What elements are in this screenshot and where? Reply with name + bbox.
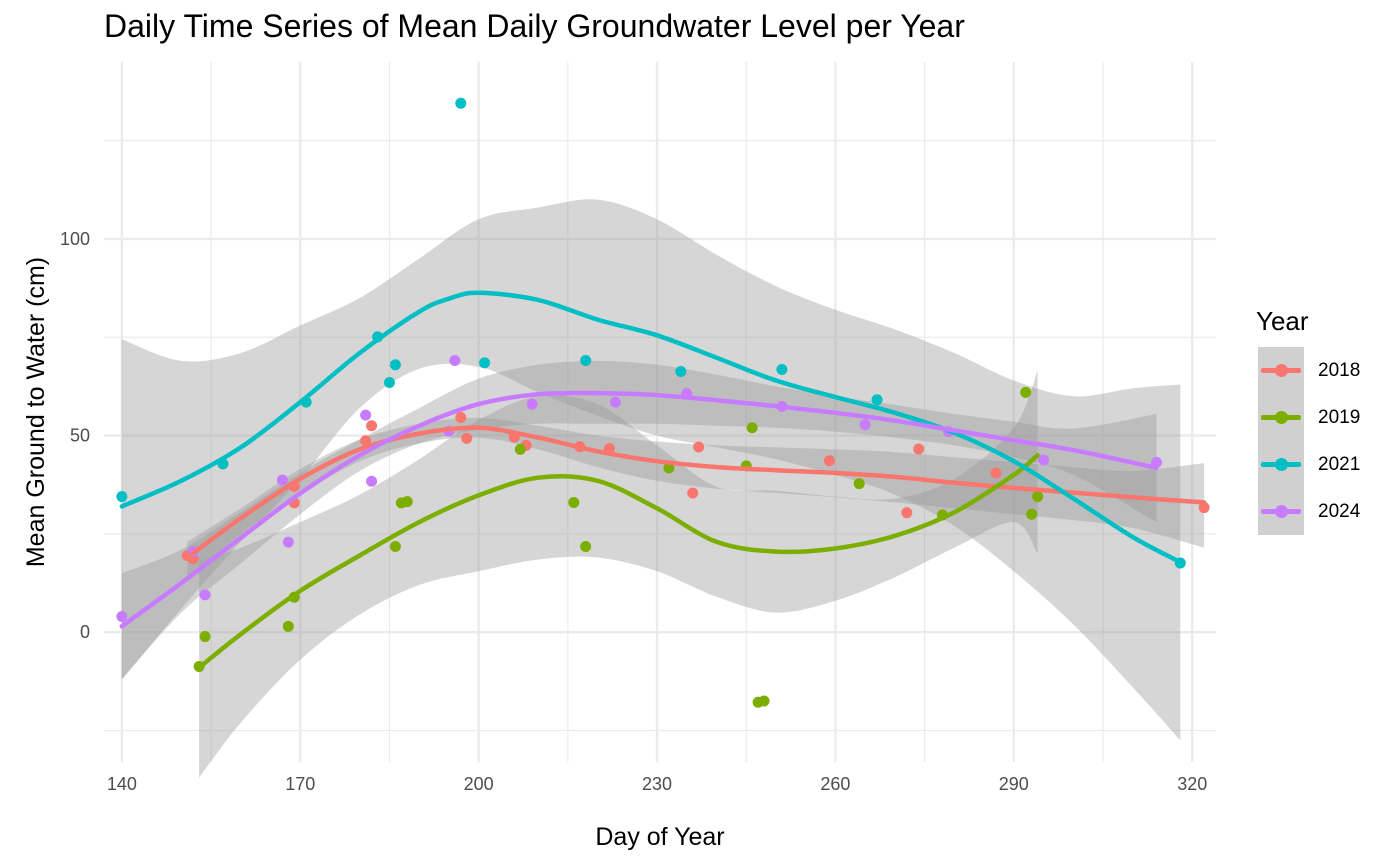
data-point-2021 (871, 394, 883, 406)
x-tick-label: 230 (642, 774, 672, 794)
x-tick-label: 200 (464, 774, 494, 794)
smooth-line-2024 (119, 390, 1159, 629)
x-tick-label: 290 (999, 774, 1029, 794)
chart-title: Daily Time Series of Mean Daily Groundwa… (104, 8, 965, 44)
data-point-2021 (776, 364, 788, 376)
legend-key (1258, 394, 1304, 441)
data-point-2024 (609, 396, 621, 408)
data-point-2019 (580, 540, 592, 552)
data-point-2021 (675, 365, 687, 377)
data-point-2018 (901, 507, 913, 519)
data-point-2024 (859, 419, 871, 431)
data-point-2019 (1026, 508, 1038, 520)
data-point-2024 (116, 610, 128, 622)
legend-title: Year (1256, 306, 1309, 336)
data-point-2019 (514, 443, 526, 455)
data-point-2019 (1020, 386, 1032, 398)
data-point-2018 (1198, 502, 1210, 514)
data-point-2019 (282, 620, 294, 632)
smooth-line-2019 (196, 453, 1040, 670)
data-point-2024 (360, 409, 372, 421)
tick-labels: 140 170 200 230 260 290 320 0 50 100 (60, 229, 1207, 794)
y-tick-label: 50 (70, 426, 90, 446)
legend-key (1258, 347, 1304, 394)
legend-label: 2021 (1318, 453, 1361, 475)
y-axis-title: Mean Ground to Water (cm) (22, 257, 50, 567)
data-point-2018 (461, 432, 473, 444)
data-point-2019 (401, 496, 413, 508)
legend-key (1258, 488, 1304, 535)
data-point-2019 (758, 695, 770, 707)
data-point-2019 (199, 631, 211, 643)
data-point-2021 (389, 359, 401, 371)
legend-label: 2024 (1318, 500, 1361, 522)
data-point-2024 (366, 475, 378, 487)
legend-item-2018: 2018 (1258, 347, 1360, 394)
data-point-2018 (693, 441, 705, 453)
legend-label: 2018 (1318, 359, 1361, 381)
data-point-2019 (853, 478, 865, 490)
confidence-band-2018 (187, 417, 1205, 582)
data-point-2019 (746, 422, 758, 434)
data-point-2024 (199, 589, 211, 601)
y-tick-label: 0 (80, 622, 90, 642)
legend-item-2021: 2021 (1258, 441, 1360, 488)
legend-item-2019: 2019 (1258, 394, 1360, 441)
smooth-lines (119, 290, 1207, 670)
data-point-2018 (360, 435, 372, 447)
data-point-2018 (687, 487, 699, 499)
legend-item-2024: 2024 (1258, 488, 1360, 535)
data-point-2019 (568, 496, 580, 508)
data-point-2024 (276, 474, 288, 486)
x-tick-label: 260 (820, 774, 850, 794)
y-tick-label: 100 (60, 229, 90, 249)
legend-label: 2019 (1318, 406, 1361, 428)
grid-layer (104, 62, 1216, 762)
x-tick-label: 320 (1177, 774, 1207, 794)
data-point-2021 (455, 97, 467, 109)
x-tick-label: 140 (107, 774, 137, 794)
data-point-2024 (526, 398, 538, 410)
data-point-2018 (455, 412, 467, 424)
data-point-2024 (1038, 454, 1050, 466)
data-point-2021 (383, 377, 395, 389)
legend-items: 2018 2019 2021 2024 (1258, 347, 1360, 535)
data-point-2018 (913, 443, 925, 455)
legend-key (1258, 441, 1304, 488)
confidence-band-2019 (199, 370, 1038, 778)
data-point-2024 (282, 536, 294, 548)
data-point-2018 (366, 420, 378, 432)
data-point-2024 (449, 354, 461, 366)
data-point-2018 (823, 455, 835, 467)
data-point-2021 (479, 357, 491, 369)
data-point-2018 (990, 467, 1002, 479)
data-point-2019 (389, 540, 401, 552)
data-point-2019 (1032, 491, 1044, 503)
smooth-line-2021 (119, 290, 1183, 565)
smooth-line-2018 (185, 425, 1207, 560)
x-axis-title: Day of Year (595, 823, 724, 851)
data-point-2021 (116, 491, 128, 503)
x-tick-label: 170 (285, 774, 315, 794)
data-point-2021 (580, 354, 592, 366)
legend: Year 2018 2019 2021 2024 (1256, 306, 1360, 535)
